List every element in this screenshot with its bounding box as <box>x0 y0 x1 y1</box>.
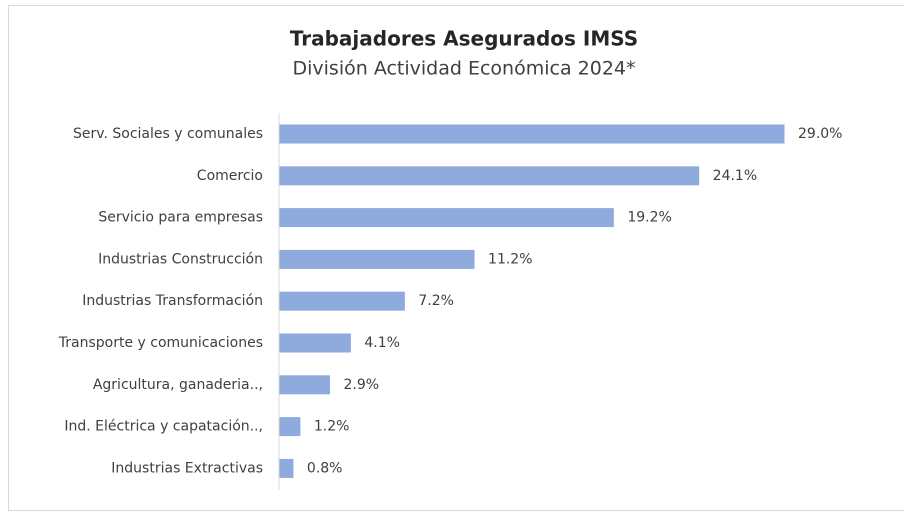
y-tick-label: Agricultura, ganaderia.., <box>93 377 263 393</box>
y-tick-label: Industrias Transformación <box>82 293 263 309</box>
bar <box>279 208 614 228</box>
bar <box>279 166 700 186</box>
bar <box>279 417 301 437</box>
y-tick-label: Comercio <box>197 168 263 184</box>
data-label: 29.0% <box>798 126 842 142</box>
data-label: 2.9% <box>344 377 380 393</box>
y-tick-label: Industrias Extractivas <box>111 460 263 476</box>
data-label: 4.1% <box>364 335 400 351</box>
bar <box>279 124 785 144</box>
bar <box>279 291 405 311</box>
bar <box>279 458 294 478</box>
chart-title: Trabajadores Asegurados IMSS <box>290 27 638 51</box>
bar <box>279 375 330 395</box>
data-label: 7.2% <box>418 293 454 309</box>
data-label: 11.2% <box>488 251 532 267</box>
data-label: 24.1% <box>713 168 757 184</box>
y-tick-label: Serv. Sociales y comunales <box>73 126 263 142</box>
data-label: 1.2% <box>314 419 350 435</box>
data-label: 19.2% <box>627 210 671 226</box>
bar <box>279 333 351 353</box>
y-tick-label: Transporte y comunicaciones <box>58 335 263 351</box>
y-tick-label: Industrias Construcción <box>98 251 263 267</box>
y-tick-label: Ind. Eléctrica y capatación.., <box>64 419 263 435</box>
data-label: 0.8% <box>307 460 343 476</box>
y-tick-label: Servicio para empresas <box>98 210 263 226</box>
bar <box>279 249 475 269</box>
chart-subtitle: División Actividad Económica 2024* <box>293 58 636 80</box>
